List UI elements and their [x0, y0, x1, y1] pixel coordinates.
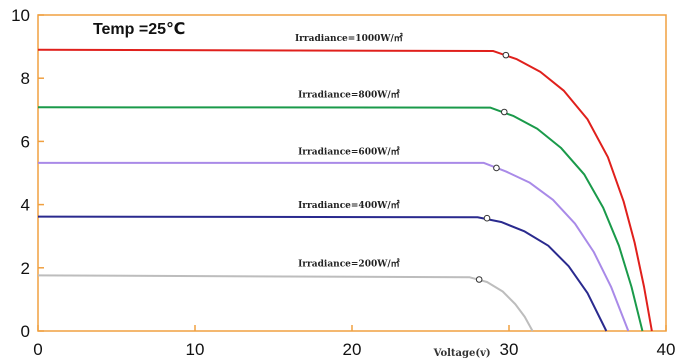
series-label: Irradiance=400W/㎡ — [298, 199, 400, 211]
x-axis-label: Voltage(v) — [433, 348, 491, 359]
x-tick-label: 40 — [657, 340, 676, 359]
series-label: Irradiance=600W/㎡ — [298, 146, 400, 158]
series-label: Irradiance=1000W/㎡ — [295, 32, 403, 44]
mpp-point — [502, 51, 510, 59]
series-line — [38, 161, 630, 332]
series-label: Irradiance=800W/㎡ — [298, 89, 400, 101]
y-tick-label: 0 — [21, 322, 30, 341]
x-tick-label: 0 — [33, 340, 42, 359]
y-tick-label: 6 — [21, 132, 30, 151]
y-tick-label: 10 — [11, 6, 30, 25]
mpp-point — [493, 164, 500, 172]
y-tick-label: 4 — [21, 196, 30, 215]
series-line — [37, 215, 608, 332]
mpp-point — [483, 214, 491, 222]
series-line — [37, 274, 534, 332]
y-tick-label: 2 — [21, 259, 30, 278]
x-tick-label: 30 — [500, 340, 519, 359]
y-tick-label: 8 — [21, 69, 30, 88]
series-line — [37, 48, 653, 332]
x-tick-label: 20 — [343, 340, 362, 359]
mpp-point — [500, 108, 508, 116]
plot-frame — [37, 14, 667, 332]
series-label: Irradiance=200W/㎡ — [298, 257, 400, 269]
mpp-point — [475, 276, 483, 283]
series-line — [37, 106, 644, 332]
x-tick-label: 10 — [186, 340, 205, 359]
chart-title: Temp =25℃ — [93, 21, 185, 38]
